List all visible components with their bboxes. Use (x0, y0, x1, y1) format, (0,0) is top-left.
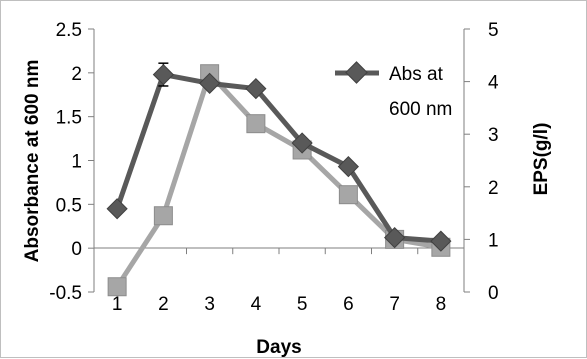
abs-point-marker (245, 78, 267, 100)
legend-label-line1: Abs at (389, 64, 444, 85)
left-y-tick-label: 1 (71, 152, 82, 173)
left-y-tick-label: 2 (71, 64, 82, 85)
eps-point-marker (338, 185, 358, 205)
abs-point-marker (291, 132, 313, 154)
right-y-tick-label: 4 (488, 73, 499, 94)
legend-diamond-marker (345, 61, 368, 84)
x-tick-label: 7 (389, 294, 400, 315)
left-y-tick-label: 0 (71, 239, 82, 260)
abs-point-marker (106, 198, 128, 220)
series-layer (106, 62, 452, 297)
right-y-tick-label: 0 (488, 283, 499, 304)
abs-point-marker (430, 230, 452, 252)
x-tick-label: 1 (112, 294, 123, 315)
left-y-axis-title: Absorbance at 600 nm (22, 60, 43, 263)
left-y-tick-label: -0.5 (49, 283, 82, 304)
x-tick-label: 8 (436, 294, 447, 315)
legend-label-line2: 600 nm (389, 99, 452, 120)
x-tick-label: 3 (204, 294, 215, 315)
abs-point-marker (199, 72, 221, 94)
abs-point-marker (152, 63, 174, 86)
right-y-axis-title: EPS(g/l) (531, 123, 552, 196)
legend: Abs at 600 nm (335, 61, 452, 120)
eps-point-marker (153, 206, 173, 226)
right-y-tick-label: 2 (488, 178, 499, 199)
x-tick-label: 5 (297, 294, 308, 315)
eps-point-marker (107, 277, 127, 297)
left-y-tick-label: 1.5 (56, 108, 82, 129)
right-y-tick-label: 5 (488, 20, 499, 41)
abs-point-marker (384, 227, 406, 249)
x-tick-label: 6 (343, 294, 354, 315)
eps-point-marker (246, 114, 266, 134)
x-tick-label: 4 (251, 294, 262, 315)
right-y-tick-label: 1 (488, 230, 499, 251)
left-y-tick-label: 0.5 (56, 195, 82, 216)
left-y-tick-label: 2.5 (56, 20, 82, 41)
x-axis-title: Days (256, 337, 301, 358)
right-y-tick-label: 3 (488, 125, 499, 146)
ticks-layer: 2.5 2 1.5 1 0.5 0 -0.5 5 4 3 2 1 0 1 2 3 4 5 6 7 8 (49, 20, 499, 315)
abs-point-marker (337, 156, 359, 178)
x-tick-label: 2 (158, 294, 169, 315)
